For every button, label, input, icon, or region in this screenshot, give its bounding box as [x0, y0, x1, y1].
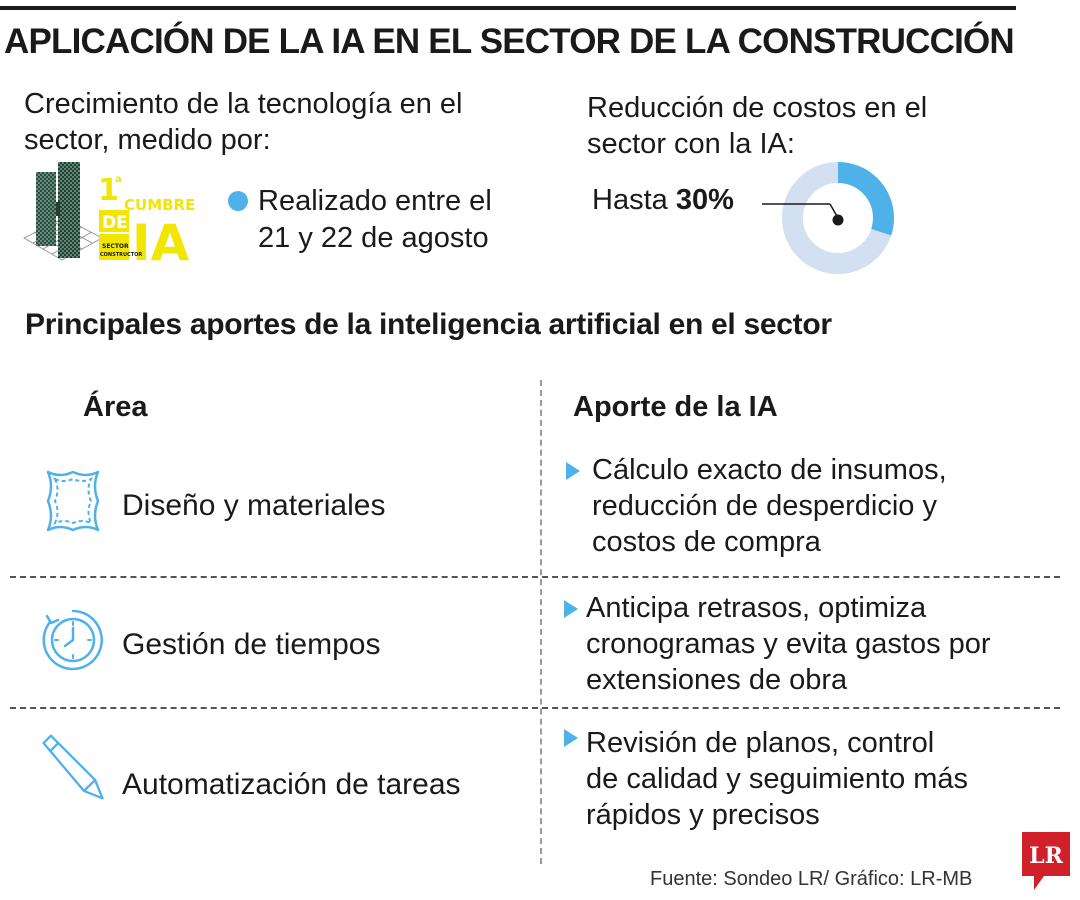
area-label: Automatización de tareas [122, 768, 461, 801]
lr-logo: LR [1022, 832, 1070, 890]
column-header-ai: Aporte de la IA [573, 391, 778, 423]
clock-icon [42, 609, 103, 671]
page-title: APLICACIÓN DE LA IA EN EL SECTOR DE LA C… [4, 22, 1015, 61]
event-dates: Realizado entre el 21 y 22 de agosto [258, 183, 538, 257]
svg-text:CONSTRUCTOR: CONSTRUCTOR [100, 252, 142, 258]
cost-value: 30% [675, 184, 734, 216]
column-header-area: Área [83, 391, 148, 423]
row-divider [10, 707, 1060, 709]
contribution-line: rápidos y precisos [586, 799, 820, 831]
contribution-line: reducción de desperdicio y [592, 490, 937, 522]
source-credit: Fuente: Sondeo LR/ Gráfico: LR-MB [650, 868, 973, 890]
event-dates-line1: Realizado entre el [258, 185, 492, 217]
buildings-illustration [36, 162, 80, 258]
contribution-line: Revisión de planos, control [586, 727, 935, 759]
svg-text:IA: IA [132, 214, 190, 268]
bullet-triangle-icon [566, 462, 580, 480]
contribution-line: Cálculo exacto de insumos, [592, 454, 947, 486]
cost-donut-chart [762, 162, 894, 274]
bullet-triangle-icon [564, 600, 578, 618]
cost-prefix: Hasta [592, 184, 668, 216]
svg-text:SECTOR: SECTOR [102, 243, 129, 250]
row-divider [10, 576, 1060, 578]
area-label: Diseño y materiales [122, 489, 386, 522]
cost-lead: Reducción de costos en el sector con la … [587, 90, 1017, 162]
svg-text:a: a [115, 174, 122, 185]
bullet-triangle-icon [564, 729, 578, 747]
cost-lead-line2: sector con la IA: [587, 128, 795, 160]
contribution-line: Anticipa retrasos, optimiza [586, 592, 927, 624]
leather-material-icon [46, 470, 100, 532]
event-bullet-dot [228, 191, 248, 211]
growth-lead: Crecimiento de la tecnología en el secto… [24, 86, 534, 158]
cost-reduction-label: Hasta 30% [592, 184, 734, 217]
growth-lead-line1: Crecimiento de la tecnología en el [24, 88, 463, 120]
contribution-line: cronogramas y evita gastos por [586, 628, 991, 660]
contribution-text: Anticipa retrasos, optimiza cronogramas … [586, 590, 1056, 698]
contribution-text: Cálculo exacto de insumos, reducción de … [592, 452, 1062, 560]
area-label: Gestión de tiempos [122, 628, 381, 661]
cost-lead-line1: Reducción de costos en el [587, 92, 928, 124]
contribution-line: extensiones de obra [586, 664, 848, 696]
contribution-text: Revisión de planos, control de calidad y… [586, 725, 1056, 833]
event-dates-line2: 21 y 22 de agosto [258, 222, 489, 254]
svg-text:1: 1 [98, 173, 119, 208]
svg-text:LR: LR [1029, 843, 1063, 869]
contribution-line: costos de compra [592, 526, 821, 558]
contribution-line: de calidad y seguimiento más [586, 763, 969, 795]
cumbre-ia-logo: 1 a CUMBRE DE IA SECTOR CONSTRUCTOR [23, 162, 195, 268]
donut-value-arc [782, 162, 894, 274]
column-divider [540, 380, 542, 864]
cumbre-wordmark: 1 a CUMBRE DE IA SECTOR CONSTRUCTOR [98, 173, 195, 268]
donut-center-dot [832, 214, 844, 226]
pencil-icon [42, 734, 104, 800]
growth-lead-line2: sector, medido por: [24, 124, 271, 156]
svg-text:DE: DE [102, 213, 128, 233]
section-title: Principales aportes de la inteligencia a… [25, 308, 832, 341]
svg-text:CUMBRE: CUMBRE [124, 196, 195, 214]
top-rule [0, 6, 1016, 10]
